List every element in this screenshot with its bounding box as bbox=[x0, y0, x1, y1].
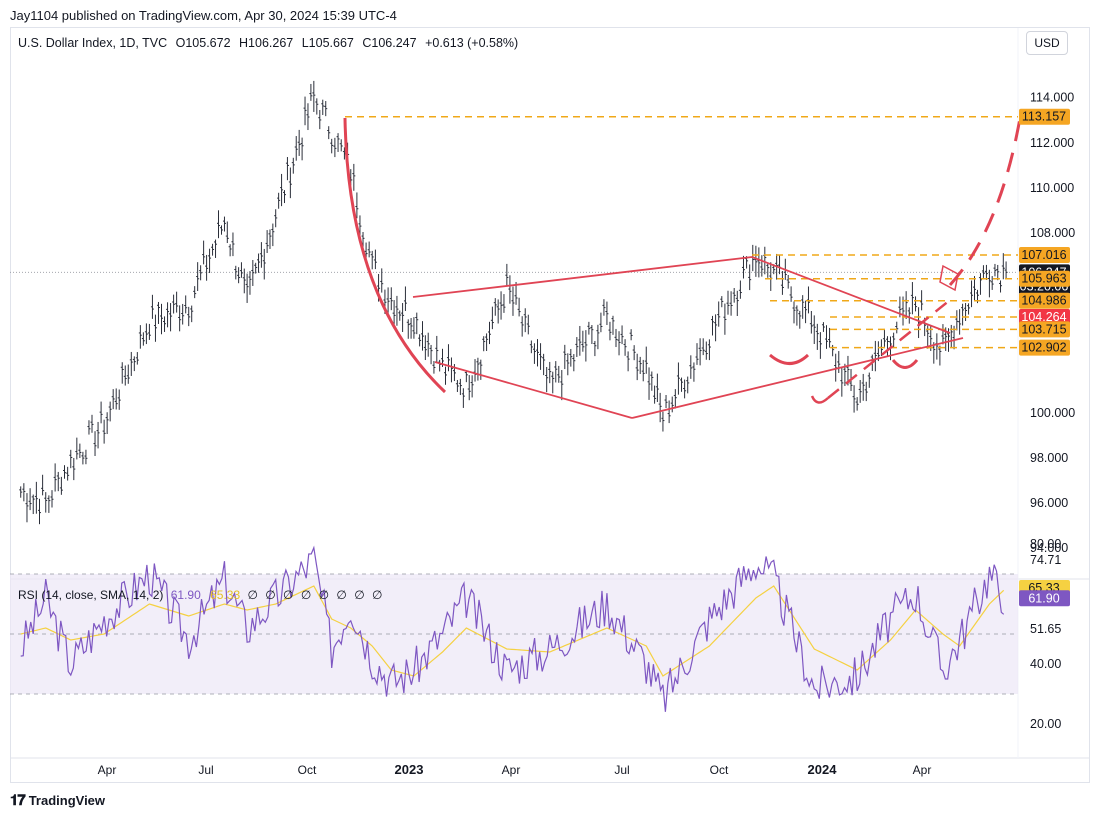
chart-frame bbox=[10, 27, 1090, 783]
publisher-line: Jay1104 published on TradingView.com, Ap… bbox=[10, 8, 397, 23]
symbol-name[interactable]: U.S. Dollar Index, 1D, TVC bbox=[18, 36, 168, 50]
rsi-legend: RSI (14, close, SMA, 14, 2) 61.90 65.33 … bbox=[18, 588, 384, 602]
tradingview-logo-icon: 𝟏𝟕 bbox=[10, 792, 26, 809]
tradingview-wordmark: TradingView bbox=[28, 793, 106, 808]
currency-button[interactable]: USD bbox=[1026, 31, 1068, 55]
low-value: L105.667 bbox=[301, 36, 354, 50]
close-value: C106.247 bbox=[362, 36, 417, 50]
rsi-title[interactable]: RSI (14, close, SMA, 14, 2) bbox=[18, 588, 164, 602]
rsi-na-values: ∅ ∅ ∅ ∅ ∅ ∅ ∅ ∅ bbox=[247, 588, 385, 602]
rsi-value: 61.90 bbox=[170, 588, 201, 602]
symbol-legend: U.S. Dollar Index, 1D, TVC O105.672 H106… bbox=[18, 36, 523, 50]
tradingview-branding: 𝟏𝟕 TradingView bbox=[10, 792, 105, 809]
change-value: +0.613 (+0.58%) bbox=[425, 36, 519, 50]
rsi-sma-value: 65.33 bbox=[210, 588, 241, 602]
high-value: H106.267 bbox=[239, 36, 294, 50]
open-value: O105.672 bbox=[175, 36, 231, 50]
